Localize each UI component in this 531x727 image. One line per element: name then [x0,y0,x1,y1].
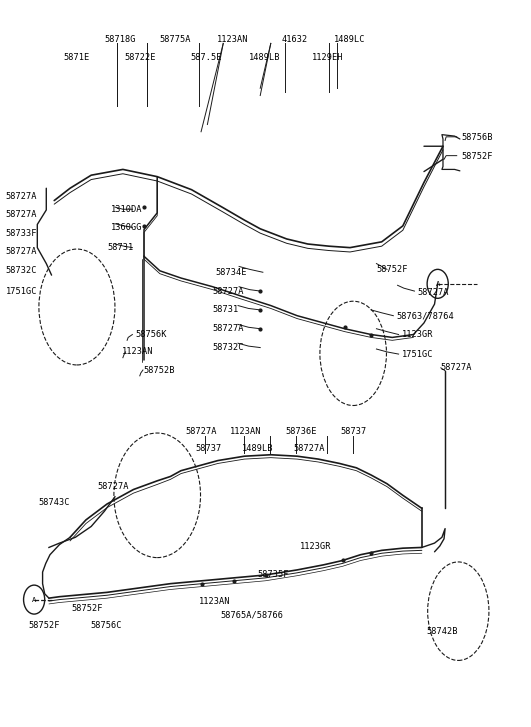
Text: 58727A: 58727A [294,443,325,453]
Text: 58736E: 58736E [285,427,316,436]
Text: 58737: 58737 [196,443,222,453]
Text: 58765A/58766: 58765A/58766 [220,610,284,619]
Text: 1489LB: 1489LB [249,53,280,63]
Text: 58727A: 58727A [6,246,37,256]
Text: 1123AN: 1123AN [199,598,230,606]
Text: 1123GR: 1123GR [300,542,331,550]
Text: 58752B: 58752B [143,366,175,374]
Text: 1123AN: 1123AN [122,348,153,356]
Text: 58756C: 58756C [90,621,122,630]
Text: A: A [435,281,440,287]
Text: 1360GG: 1360GG [112,223,143,232]
Text: 58722E: 58722E [124,53,156,63]
Text: 58752F: 58752F [461,152,492,161]
Text: 58727A: 58727A [213,286,244,296]
Text: 58756B: 58756B [461,133,492,142]
Text: 58727A: 58727A [185,427,217,436]
Text: 58763/78764: 58763/78764 [397,311,454,320]
Text: 1310DA: 1310DA [112,205,143,214]
Text: 1751GC: 1751GC [6,286,37,296]
Text: 58727A: 58727A [213,324,244,333]
Text: 58731: 58731 [107,243,133,252]
Text: 1123AN: 1123AN [217,35,249,44]
Text: 58742B: 58742B [426,627,458,636]
Text: 58752F: 58752F [29,621,61,630]
Text: 58727A: 58727A [6,210,37,219]
Text: 58727A: 58727A [98,482,129,491]
Text: 41632: 41632 [281,35,307,44]
Text: 1123GR: 1123GR [402,330,433,339]
Text: 58727A: 58727A [417,288,449,297]
Text: 58752F: 58752F [376,265,408,274]
Text: 58735F: 58735F [257,571,288,579]
Text: 1489LB: 1489LB [242,443,274,453]
Text: 1123AN: 1123AN [229,427,261,436]
Text: 58718G: 58718G [105,35,136,44]
Text: 58727A: 58727A [441,364,473,372]
Text: 1489LC: 1489LC [334,35,366,44]
Text: 58732C: 58732C [213,343,244,352]
Text: 1751GC: 1751GC [402,350,433,358]
Text: 58731: 58731 [213,305,239,314]
Text: 5871E: 5871E [64,53,90,63]
Text: 1129EH: 1129EH [312,53,344,63]
Text: 58734E: 58734E [215,268,247,277]
Text: 587.5E: 587.5E [191,53,222,63]
Text: 58732C: 58732C [6,266,37,276]
Text: 58733F: 58733F [6,228,37,238]
Text: 58743C: 58743C [38,498,70,507]
Text: 58727A: 58727A [6,193,37,201]
Text: 58752F: 58752F [72,604,103,613]
Text: 58756K: 58756K [135,330,167,339]
Text: 58737: 58737 [340,427,367,436]
Text: 58775A: 58775A [160,35,191,44]
Text: A: A [32,597,36,603]
